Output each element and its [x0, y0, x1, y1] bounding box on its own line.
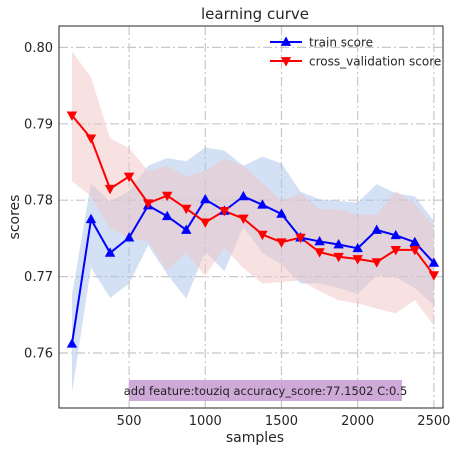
y-tick-label-2: 0.78 — [24, 194, 53, 209]
legend-marker-0 — [280, 36, 292, 46]
point-series-0-7 — [200, 193, 211, 204]
annotation-text: add feature:touziq accuracy_score:77.150… — [124, 384, 408, 398]
y-tick-label-4: 0.80 — [24, 41, 53, 56]
legend-label-1: cross_validation score — [309, 55, 441, 69]
legend: train score cross_validation score — [270, 36, 441, 69]
series-markers — [66, 111, 440, 348]
point-series-0-15 — [352, 242, 363, 253]
x-tick-label-2: 1500 — [265, 414, 298, 429]
point-series-0-14 — [333, 239, 344, 249]
point-series-0-0 — [66, 338, 78, 348]
point-series-0-9 — [238, 190, 249, 201]
x-axis-label: samples — [226, 430, 284, 446]
point-series-0-18 — [409, 236, 421, 247]
point-series-1-3 — [123, 172, 135, 183]
legend-marker-1 — [280, 57, 292, 67]
x-tick-label-3: 2000 — [341, 414, 374, 429]
legend-label-0: train score — [309, 36, 373, 50]
point-series-1-16 — [371, 258, 382, 268]
point-series-0-3 — [123, 232, 135, 242]
point-series-1-6 — [181, 204, 192, 215]
point-series-1-19 — [428, 271, 440, 281]
point-series-1-1 — [85, 134, 97, 144]
point-series-1-5 — [161, 191, 173, 202]
point-series-1-14 — [333, 252, 344, 263]
point-series-1-7 — [200, 218, 211, 228]
x-tick-labels: 500 1000 1500 2000 2500 — [117, 414, 451, 429]
x-tick-label-0: 500 — [117, 414, 142, 429]
chart-title: learning curve — [201, 5, 309, 23]
point-series-1-10 — [257, 230, 268, 241]
point-series-1-13 — [314, 248, 325, 258]
point-series-1-2 — [104, 184, 116, 195]
point-series-0-16 — [371, 224, 382, 234]
point-series-1-8 — [219, 207, 230, 217]
point-series-1-12 — [295, 233, 306, 244]
point-series-1-0 — [66, 111, 78, 121]
y-tick-label-3: 0.79 — [24, 117, 53, 132]
point-series-0-10 — [257, 199, 268, 209]
annotation-box — [129, 380, 402, 401]
point-series-1-15 — [352, 255, 363, 265]
x-tick-label-1: 1000 — [189, 414, 222, 429]
y-tick-label-0: 0.76 — [24, 346, 53, 361]
y-axis-label: scores — [7, 195, 23, 240]
point-series-0-1 — [85, 213, 97, 224]
point-series-1-17 — [390, 246, 401, 256]
point-series-0-17 — [390, 229, 401, 240]
point-series-0-5 — [161, 210, 173, 221]
point-series-0-6 — [181, 224, 192, 234]
point-series-0-13 — [314, 235, 325, 246]
point-series-1-11 — [276, 238, 287, 248]
point-series-0-11 — [276, 208, 287, 218]
point-series-1-4 — [142, 199, 154, 209]
plot-frame — [58, 25, 444, 409]
x-tick-label-4: 2500 — [417, 414, 450, 429]
y-tick-label-1: 0.77 — [24, 270, 53, 285]
point-series-0-19 — [428, 257, 440, 267]
point-series-0-2 — [104, 247, 116, 257]
point-series-1-9 — [238, 214, 249, 225]
point-series-1-18 — [409, 246, 421, 256]
y-tick-labels: 0.76 0.77 0.78 0.79 0.80 — [24, 41, 53, 362]
